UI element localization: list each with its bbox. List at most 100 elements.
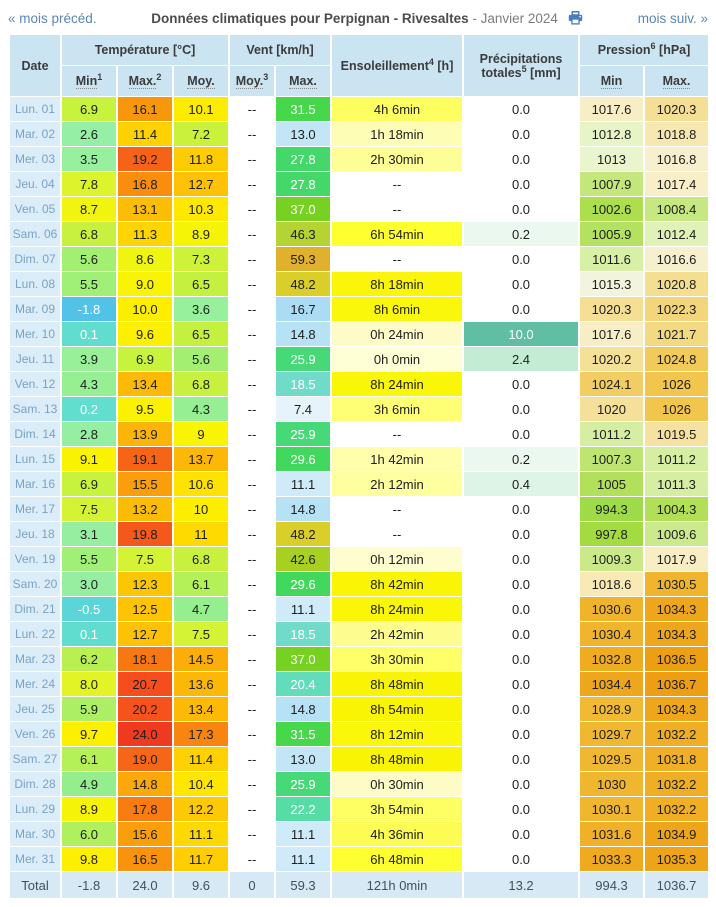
date-cell: Lun. 29 xyxy=(8,796,62,822)
table-row: Lun. 08 5.5 9.0 6.5 -- 48.2 8h 18min 0.0 1015.3 1… xyxy=(8,271,711,297)
table-row: Mer. 24 8.0 20.7 13.6 -- 20.4 8h 48min 0.0 1034.… xyxy=(8,671,711,697)
cell-vmoy: -- xyxy=(228,821,277,847)
total-tmoy: 9.6 xyxy=(171,871,231,899)
cell-prec: 0.0 xyxy=(462,796,581,822)
cell-vmax: 11.1 xyxy=(274,846,333,872)
table-row: Mar. 16 6.9 15.5 10.6 -- 11.1 2h 12min 0.4 1005 1… xyxy=(8,471,711,497)
cell-vmoy: -- xyxy=(228,471,277,497)
cell-pmax: 1032.2 xyxy=(643,771,711,797)
cell-prec: 0.0 xyxy=(462,696,581,722)
cell-prec: 0.0 xyxy=(462,646,581,672)
cell-pmax: 1026 xyxy=(643,371,711,397)
date-cell: Lun. 15 xyxy=(8,446,62,472)
precip-label-line1: Précipitations xyxy=(479,51,563,66)
date-cell: Sam. 20 xyxy=(8,571,62,597)
cell-sun: 8h 12min xyxy=(330,721,465,747)
sunshine-footnote: 4 xyxy=(428,56,434,67)
cell-sun: 6h 48min xyxy=(330,846,465,872)
date-cell: Sam. 06 xyxy=(8,221,62,247)
cell-tmax: 13.2 xyxy=(116,496,174,522)
cell-pmax: 1034.9 xyxy=(643,821,711,847)
cell-prec: 2.4 xyxy=(462,346,581,372)
subheader-temp-max: Max.2 xyxy=(116,65,174,97)
cell-tmax: 7.5 xyxy=(116,546,174,572)
month-nav-bar: « mois précéd. Données climatiques pour … xyxy=(8,6,708,30)
cell-pmax: 1016.8 xyxy=(643,146,711,172)
table-row: Lun. 01 6.9 16.1 10.1 -- 31.5 4h 6min 0.0 1017.6… xyxy=(8,96,711,122)
cell-sun: 0h 30min xyxy=(330,771,465,797)
cell-pmax: 1021.7 xyxy=(643,321,711,347)
date-cell: Mar. 09 xyxy=(8,296,62,322)
cell-pmin: 1024.1 xyxy=(578,371,646,397)
date-cell: Jeu. 11 xyxy=(8,346,62,372)
cell-prec: 0.2 xyxy=(462,446,581,472)
cell-pmax: 1024.8 xyxy=(643,346,711,372)
total-tmin: -1.8 xyxy=(60,871,118,899)
cell-pmax: 1018.8 xyxy=(643,121,711,147)
cell-sun: 8h 48min xyxy=(330,746,465,772)
cell-vmoy: -- xyxy=(228,196,277,222)
cell-tmin: 3.9 xyxy=(60,346,118,372)
cell-vmax: 11.1 xyxy=(274,471,333,497)
cell-tmin: 0.2 xyxy=(60,396,118,422)
cell-pmin: 1017.6 xyxy=(578,96,646,122)
next-month-link[interactable]: mois suiv. » xyxy=(637,10,708,26)
cell-sun: 0h 0min xyxy=(330,346,465,372)
cell-pmin: 1015.3 xyxy=(578,271,646,297)
printer-icon[interactable] xyxy=(568,11,583,25)
table-row: Jeu. 04 7.8 16.8 12.7 -- 27.8 -- 0.0 1007.9 1017.… xyxy=(8,171,711,197)
cell-tmin: 6.0 xyxy=(60,821,118,847)
cell-vmoy: -- xyxy=(228,421,277,447)
cell-tmin: 3.0 xyxy=(60,571,118,597)
cell-vmoy: -- xyxy=(228,746,277,772)
table-row: Jeu. 11 3.9 6.9 5.6 -- 25.9 0h 0min 2.4 1020.2 10… xyxy=(8,346,711,372)
cell-sun: 8h 48min xyxy=(330,671,465,697)
cell-tmin: 4.9 xyxy=(60,771,118,797)
total-tmax: 24.0 xyxy=(116,871,174,899)
page-title: Données climatiques pour Perpignan - Riv… xyxy=(151,11,583,26)
date-cell: Ven. 19 xyxy=(8,546,62,572)
table-row: Ven. 19 5.5 7.5 6.8 -- 42.6 0h 12min 0.0 1009.3 1… xyxy=(8,546,711,572)
cell-pmax: 1022.3 xyxy=(643,296,711,322)
cell-tmoy: 11.4 xyxy=(171,746,231,772)
date-cell: Lun. 01 xyxy=(8,96,62,122)
cell-tmoy: 4.3 xyxy=(171,396,231,422)
cell-pmax: 1034.3 xyxy=(643,596,711,622)
col-header-wind: Vent [km/h] xyxy=(228,34,333,66)
table-row: Sam. 06 6.8 11.3 8.9 -- 46.3 6h 54min 0.2 1005.9… xyxy=(8,221,711,247)
cell-vmax: 18.5 xyxy=(274,371,333,397)
cell-pmax: 1017.4 xyxy=(643,171,711,197)
previous-month-link[interactable]: « mois précéd. xyxy=(8,10,97,26)
cell-tmax: 13.9 xyxy=(116,421,174,447)
cell-tmax: 14.8 xyxy=(116,771,174,797)
cell-prec: 0.0 xyxy=(462,246,581,272)
cell-tmin: 5.6 xyxy=(60,246,118,272)
cell-tmoy: 6.1 xyxy=(171,571,231,597)
cell-vmoy: -- xyxy=(228,521,277,547)
cell-prec: 0.0 xyxy=(462,621,581,647)
cell-sun: 8h 24min xyxy=(330,371,465,397)
date-cell: Ven. 05 xyxy=(8,196,62,222)
cell-pmin: 1005 xyxy=(578,471,646,497)
cell-sun: 2h 12min xyxy=(330,471,465,497)
cell-tmax: 11.4 xyxy=(116,121,174,147)
cell-tmin: 6.8 xyxy=(60,221,118,247)
table-row: Jeu. 18 3.1 19.8 11 -- 48.2 -- 0.0 997.8 1009.6 xyxy=(8,521,711,547)
date-cell: Jeu. 18 xyxy=(8,521,62,547)
cell-pmax: 1032.2 xyxy=(643,796,711,822)
cell-tmin: 6.9 xyxy=(60,96,118,122)
cell-prec: 0.0 xyxy=(462,396,581,422)
table-row: Mer. 10 0.1 9.6 6.5 -- 14.8 0h 24min 10.0 1017.6… xyxy=(8,321,711,347)
climate-table: Date Température [°C] Vent [km/h] Ensole… xyxy=(8,34,711,899)
cell-pmax: 1020.3 xyxy=(643,96,711,122)
cell-vmoy: -- xyxy=(228,771,277,797)
cell-sun: 3h 54min xyxy=(330,796,465,822)
cell-sun: 2h 30min xyxy=(330,146,465,172)
cell-vmoy: -- xyxy=(228,346,277,372)
date-cell: Mar. 30 xyxy=(8,821,62,847)
table-body: Lun. 01 6.9 16.1 10.1 -- 31.5 4h 6min 0.0 1017.6… xyxy=(8,96,711,899)
cell-tmin: 7.5 xyxy=(60,496,118,522)
cell-vmoy: -- xyxy=(228,596,277,622)
cell-pmax: 1020.8 xyxy=(643,271,711,297)
date-cell: Dim. 07 xyxy=(8,246,62,272)
